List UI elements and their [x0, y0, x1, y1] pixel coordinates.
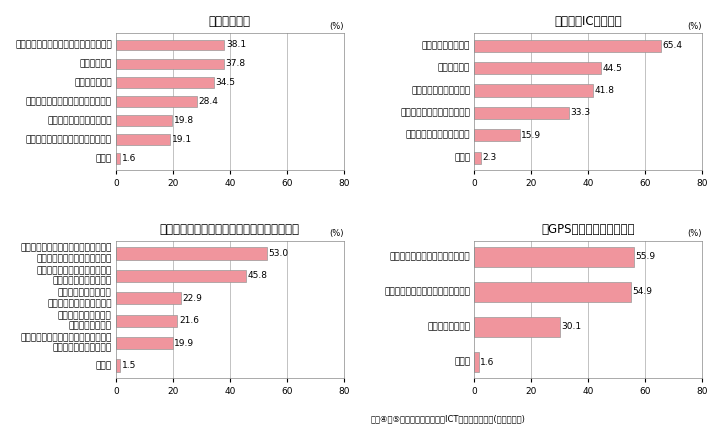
Text: 65.4: 65.4: [662, 41, 682, 50]
Title: 【非接触ICカード】: 【非接触ICカード】: [555, 15, 622, 28]
Text: (%): (%): [329, 21, 343, 30]
Text: 2.3: 2.3: [482, 153, 497, 162]
Text: 19.9: 19.9: [174, 339, 194, 348]
Bar: [116, 77, 214, 88]
Text: 41.8: 41.8: [595, 86, 615, 95]
Bar: [474, 129, 520, 141]
Text: 33.3: 33.3: [570, 108, 591, 117]
Text: 44.5: 44.5: [602, 64, 623, 73]
Title: 【新たにネットワーク機能が備わった機器】: 【新たにネットワーク機能が備わった機器】: [160, 223, 300, 236]
Bar: [474, 62, 601, 74]
Text: 1.5: 1.5: [121, 361, 136, 370]
Text: (%): (%): [329, 229, 343, 238]
Title: 【GPS等の位置確認機能】: 【GPS等の位置確認機能】: [542, 223, 635, 236]
Bar: [116, 247, 267, 260]
Bar: [116, 116, 172, 126]
Bar: [116, 134, 171, 145]
Bar: [116, 315, 177, 327]
Text: 19.8: 19.8: [174, 116, 194, 125]
Bar: [474, 282, 630, 302]
Bar: [116, 59, 223, 69]
Text: 37.8: 37.8: [225, 59, 245, 68]
Bar: [116, 153, 121, 164]
Text: 15.9: 15.9: [521, 131, 542, 140]
Bar: [474, 39, 661, 52]
Bar: [474, 247, 633, 267]
Bar: [474, 152, 481, 164]
Bar: [116, 292, 181, 304]
Bar: [474, 318, 560, 337]
Bar: [116, 96, 197, 107]
Text: (%): (%): [688, 21, 702, 30]
Text: 34.5: 34.5: [215, 78, 236, 87]
Text: 1.6: 1.6: [480, 357, 495, 366]
Text: 22.9: 22.9: [183, 294, 202, 303]
Text: 19.1: 19.1: [172, 135, 192, 144]
Text: 21.6: 21.6: [179, 316, 199, 325]
Text: 図表④、⑤　（出典）「企業のICT活用現状調査」(ウェブ調査): 図表④、⑤ （出典）「企業のICT活用現状調査」(ウェブ調査): [371, 415, 526, 424]
Bar: [116, 360, 120, 372]
Bar: [116, 337, 173, 349]
Text: (%): (%): [688, 229, 702, 238]
Title: 【電子タグ】: 【電子タグ】: [209, 15, 251, 28]
Text: 55.9: 55.9: [635, 253, 655, 262]
Text: 54.9: 54.9: [632, 288, 652, 297]
Text: 1.6: 1.6: [122, 154, 136, 163]
Text: 45.8: 45.8: [248, 271, 268, 280]
Text: 53.0: 53.0: [268, 249, 288, 258]
Bar: [116, 270, 247, 282]
Text: 38.1: 38.1: [226, 40, 246, 49]
Bar: [474, 352, 479, 372]
Bar: [474, 107, 569, 119]
Bar: [474, 84, 594, 97]
Bar: [116, 39, 224, 50]
Text: 30.1: 30.1: [562, 323, 582, 332]
Text: 28.4: 28.4: [198, 97, 218, 106]
